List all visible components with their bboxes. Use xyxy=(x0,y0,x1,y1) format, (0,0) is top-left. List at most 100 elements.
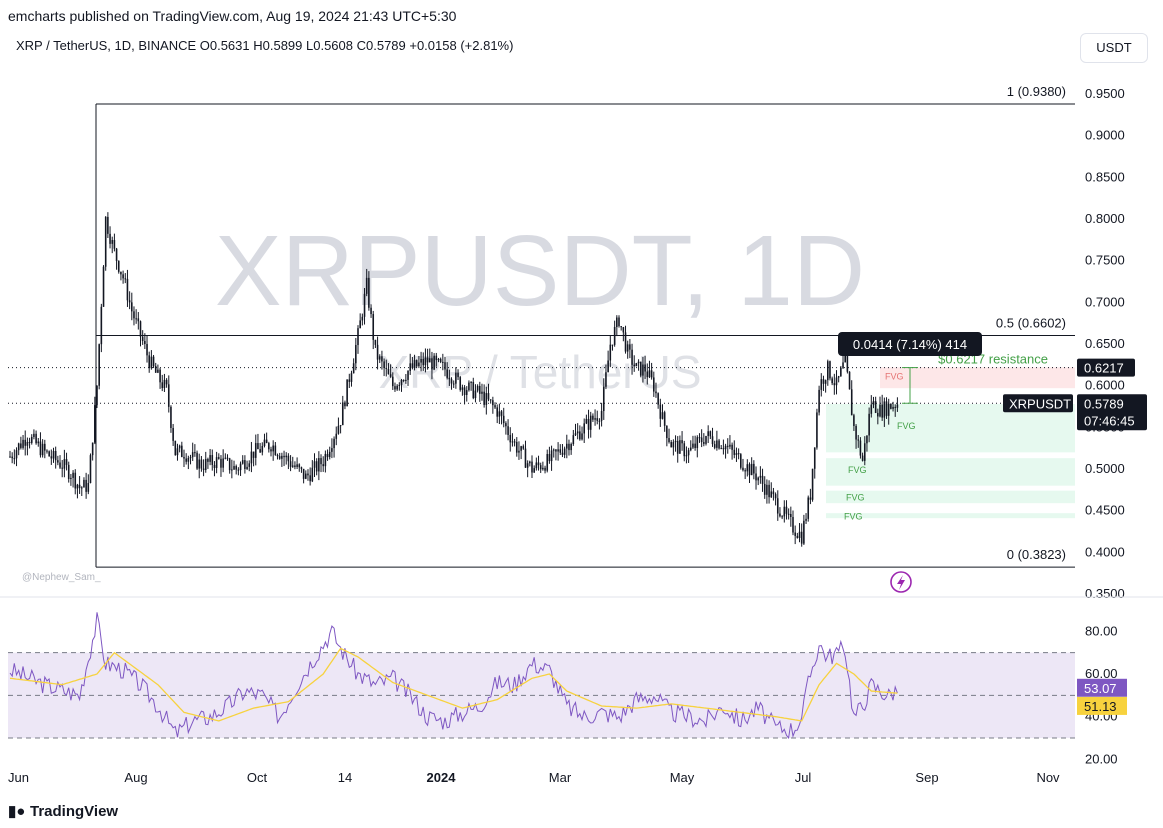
candle-body xyxy=(154,366,157,373)
candle-body xyxy=(13,458,16,460)
candle-body xyxy=(781,516,783,518)
candle-body xyxy=(583,423,585,434)
candle-body xyxy=(529,461,531,464)
candle-body xyxy=(385,367,388,369)
candle-body xyxy=(607,360,609,373)
candle-body xyxy=(666,425,668,439)
candle-body xyxy=(805,518,807,521)
candle-body xyxy=(722,448,725,450)
tradingview-mark-icon: ▮● xyxy=(8,803,26,820)
candle-body xyxy=(83,479,85,488)
candle-body xyxy=(713,444,716,448)
candle-body xyxy=(507,426,509,435)
fvg-label: FVG xyxy=(844,512,863,522)
candle-body xyxy=(20,443,22,448)
candle-body xyxy=(552,449,555,451)
candle-body xyxy=(616,317,618,327)
candle-body xyxy=(15,450,18,459)
candle-body xyxy=(611,344,614,346)
candle-body xyxy=(681,440,683,444)
candle-body xyxy=(468,382,470,391)
candle-body xyxy=(679,440,681,454)
candle-body xyxy=(337,425,340,434)
lightning-icon[interactable] xyxy=(890,571,912,593)
candle-body xyxy=(394,386,396,390)
symbol-badge xyxy=(1003,394,1073,413)
candle-body xyxy=(835,377,838,386)
candle-body xyxy=(535,462,538,469)
candle-body xyxy=(663,412,666,426)
candle-body xyxy=(111,240,114,244)
candle-body xyxy=(840,367,842,377)
candle-body xyxy=(124,278,127,280)
candle-body xyxy=(220,458,222,468)
candle-body xyxy=(331,448,333,452)
candle-body xyxy=(742,467,744,471)
candle-body xyxy=(94,405,96,443)
candle-body xyxy=(809,497,812,500)
candle-body xyxy=(787,513,790,515)
candle-body xyxy=(668,438,670,443)
candle-body xyxy=(187,458,190,462)
candle-body xyxy=(381,356,383,362)
candle-body xyxy=(733,449,736,455)
fib-retracement: 1 (0.9380) 0.5 (0.6602) 0 (0.3823) xyxy=(95,84,1075,568)
candle-body xyxy=(850,389,853,416)
candle-body xyxy=(485,393,488,405)
fvg-zone xyxy=(826,490,1075,504)
candle-body xyxy=(735,453,738,455)
candle-body xyxy=(146,343,148,356)
candle-body xyxy=(594,418,596,420)
candle-body xyxy=(418,362,420,367)
candle-body xyxy=(65,459,68,465)
candle-body xyxy=(80,487,83,489)
candle-body xyxy=(276,455,279,457)
candle-body xyxy=(533,468,535,473)
candle-body xyxy=(63,459,66,469)
credit-text: @Nephew_Sam_ xyxy=(22,572,101,583)
candle-body xyxy=(44,443,46,451)
candle-body xyxy=(674,440,677,443)
candle-body xyxy=(887,403,890,416)
candle-body xyxy=(113,240,116,249)
candle-body xyxy=(566,443,568,449)
candle-body xyxy=(718,440,720,449)
time-tick-label: May xyxy=(670,770,695,785)
candle-body xyxy=(426,357,429,363)
currency-button[interactable]: USDT xyxy=(1080,33,1148,63)
candle-body xyxy=(376,344,379,360)
candle-body xyxy=(231,469,233,471)
candle-body xyxy=(731,444,733,450)
candle-body xyxy=(294,465,296,467)
candle-body xyxy=(200,459,203,469)
candle-body xyxy=(305,473,307,479)
candle-body xyxy=(96,385,98,406)
watermark-main: XRPUSDT, 1D xyxy=(215,215,865,327)
candle-body xyxy=(341,402,344,426)
candle-body xyxy=(254,443,257,458)
candle-body xyxy=(102,266,105,307)
countdown-value: 07:46:45 xyxy=(1084,413,1135,428)
candle-body xyxy=(137,318,140,322)
candle-body xyxy=(574,433,577,436)
candle-body xyxy=(248,463,251,467)
candle-body xyxy=(798,531,801,538)
candles xyxy=(9,212,899,547)
candle-body xyxy=(407,370,409,380)
time-tick-label: Jun xyxy=(8,770,29,785)
price-tick-label: 0.3500 xyxy=(1085,586,1125,601)
candle-body xyxy=(104,216,107,267)
candle-body xyxy=(763,483,766,495)
tradingview-logo[interactable]: ▮● TradingView xyxy=(8,802,118,820)
candle-body xyxy=(581,433,583,440)
resistance-price-value: 0.6217 xyxy=(1084,361,1124,376)
candle-body xyxy=(107,216,109,234)
candle-body xyxy=(720,448,723,450)
candle-body xyxy=(807,497,810,519)
candle-body xyxy=(163,379,166,389)
candle-body xyxy=(191,452,194,458)
candle-body xyxy=(339,425,342,427)
candle-body xyxy=(291,465,294,467)
